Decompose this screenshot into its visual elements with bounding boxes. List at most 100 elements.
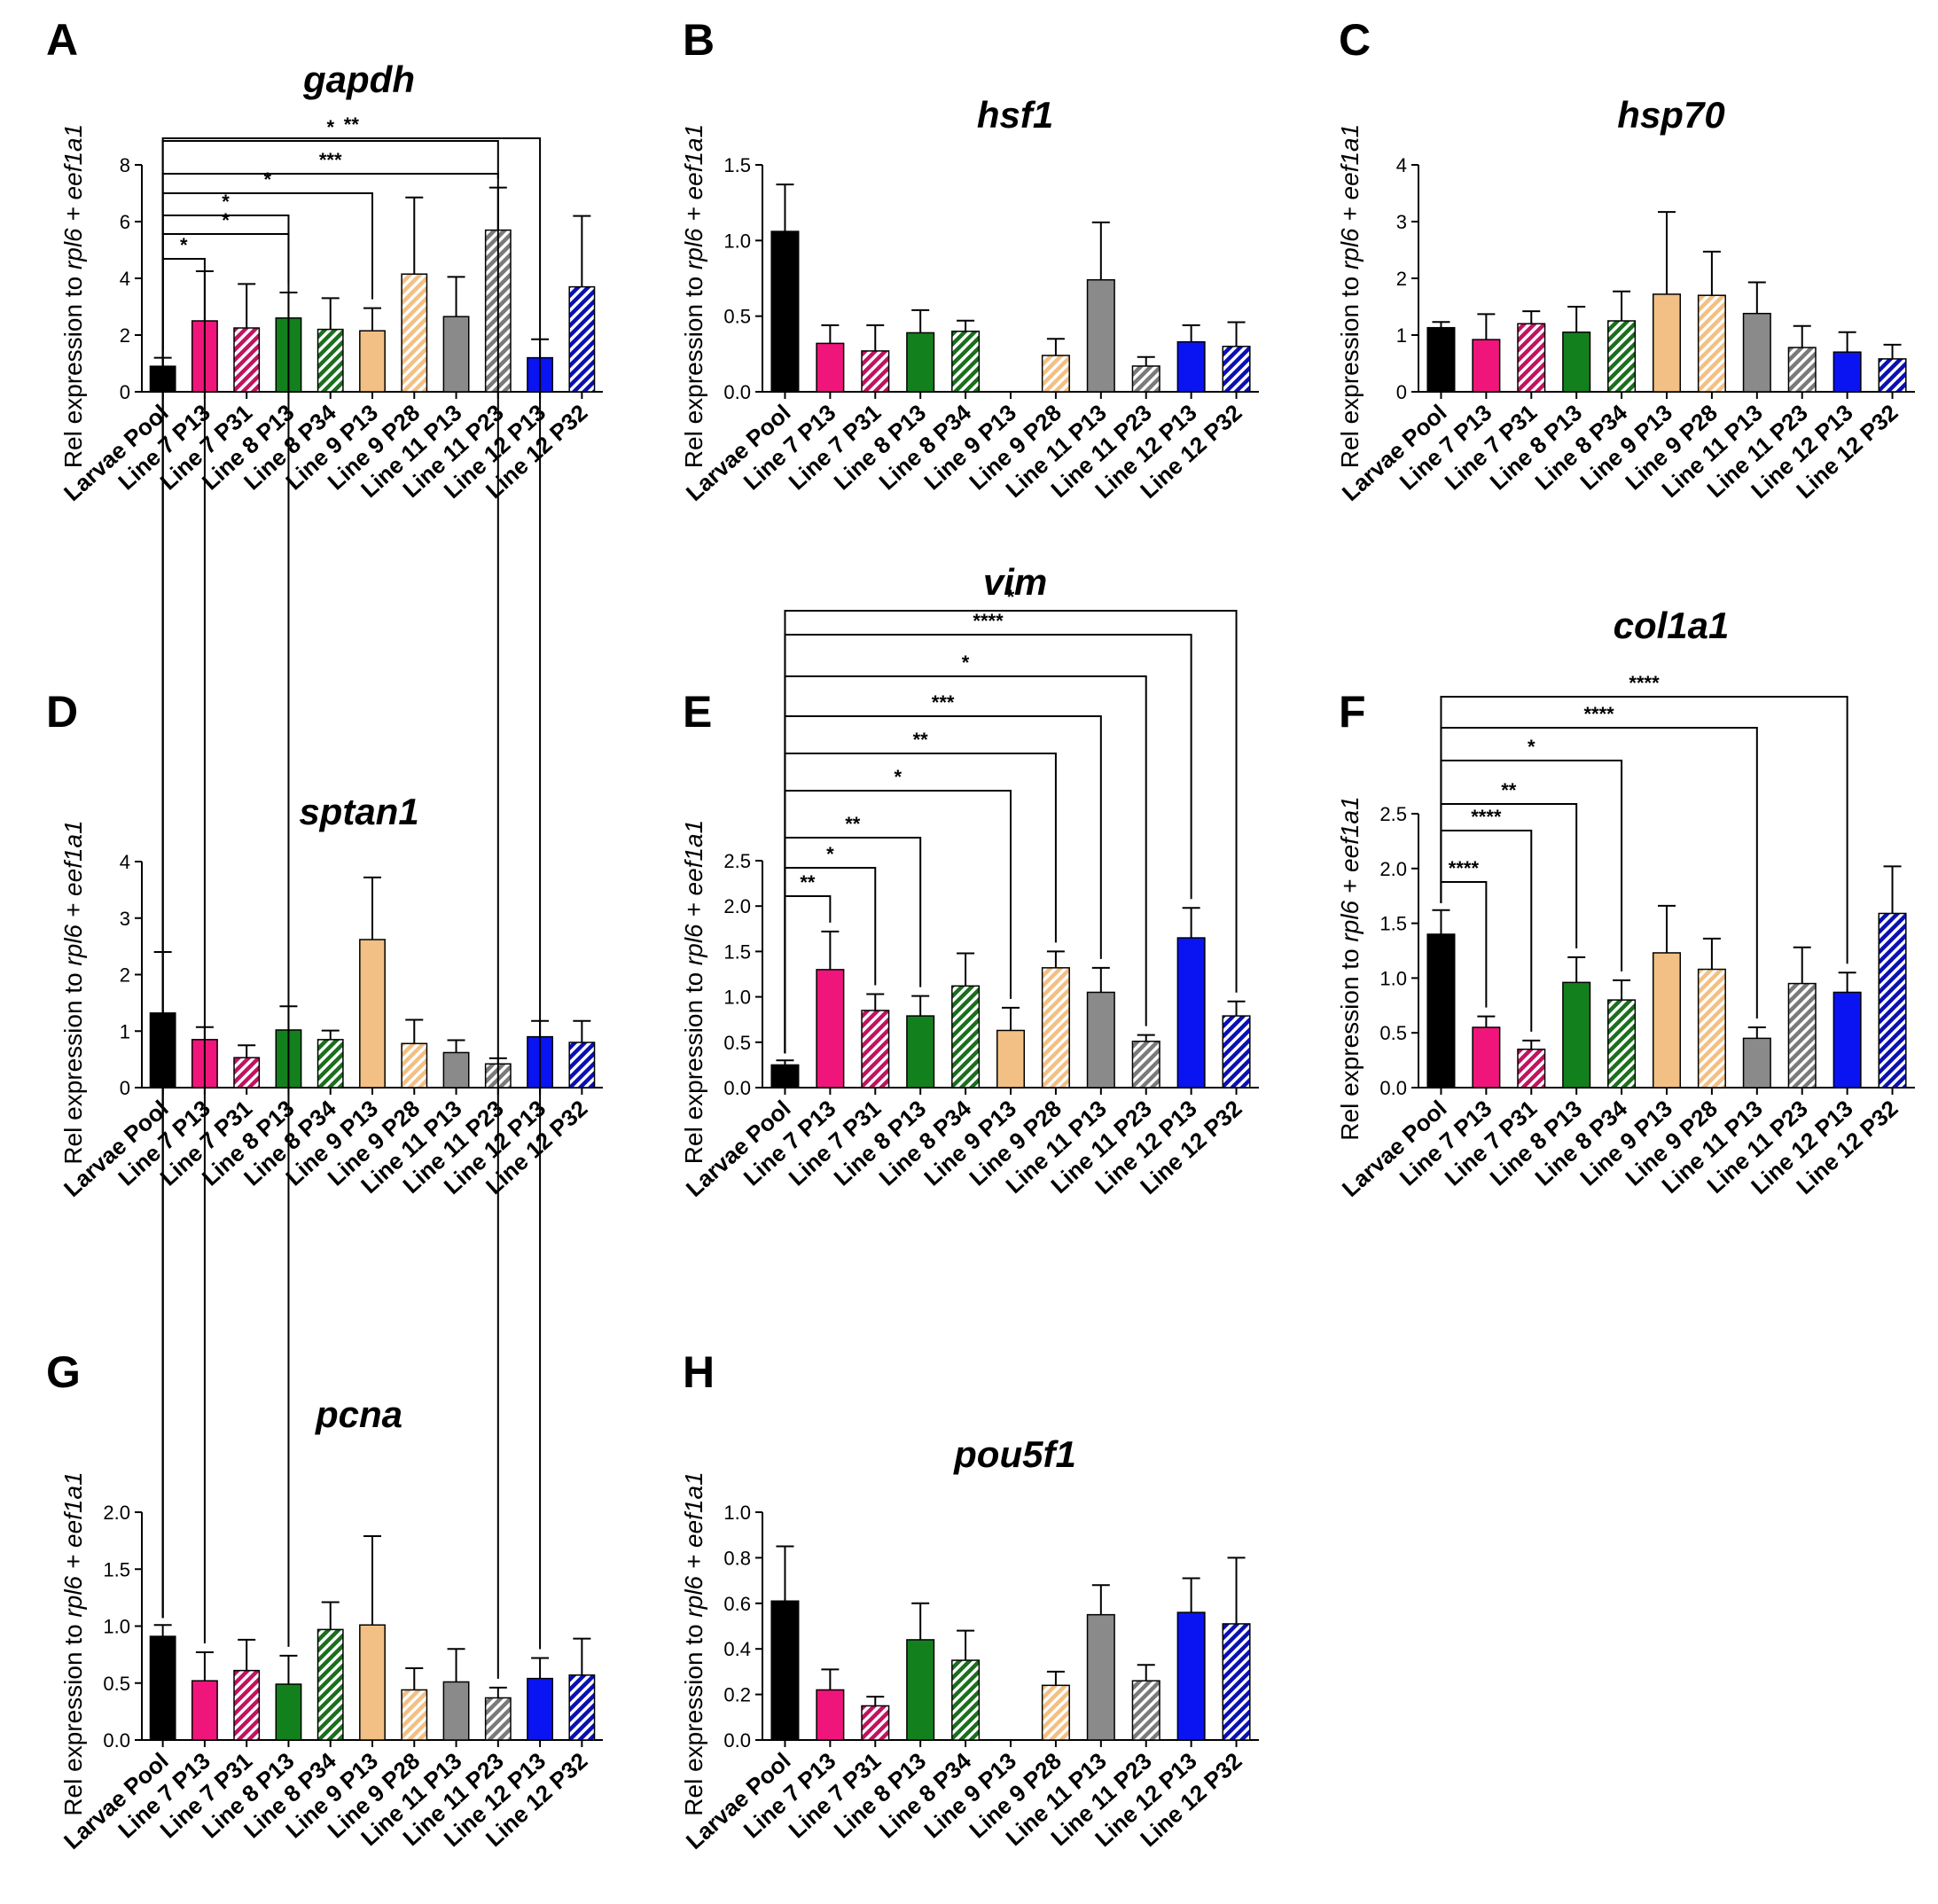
bar-6 [1652, 293, 1682, 393]
significance-label: * [222, 191, 230, 213]
panel-letter: E [683, 687, 712, 737]
y-axis-label: Rel expression to rpl6 + eef1a1 [59, 124, 87, 468]
bar-8 [1742, 1037, 1771, 1089]
bar-11 [1878, 912, 1907, 1089]
bar-1 [1426, 326, 1456, 393]
significance-bracket [784, 610, 1238, 1054]
significance-label: ** [344, 113, 360, 136]
bar-3 [1517, 323, 1546, 393]
y-axis-label-genes: rpl6 + eef1a1 [680, 124, 707, 269]
bar-2 [816, 1689, 845, 1741]
y-tick-label: 0.5 [723, 1032, 751, 1054]
bar-6 [359, 330, 386, 393]
y-tick-label: 0.8 [723, 1547, 751, 1569]
bar-8 [1086, 278, 1115, 393]
significance-label: *** [319, 149, 342, 171]
y-tick-label: 4 [1396, 154, 1407, 176]
y-axis-label-genes: rpl6 + eef1a1 [59, 1471, 87, 1617]
y-tick-label: 2.5 [1379, 803, 1407, 825]
significance-bracket [1440, 696, 1848, 964]
y-tick-label: 6 [120, 211, 130, 233]
bar-5 [1607, 320, 1637, 393]
y-axis-label: Rel expression to rpl6 + eef1a1 [680, 124, 707, 468]
bar-6 [996, 1029, 1026, 1089]
bar-5 [316, 1039, 344, 1089]
y-axis-label: Rel expression to rpl6 + eef1a1 [680, 820, 707, 1164]
bar-4 [906, 332, 935, 393]
chart-title: hsp70 [1617, 94, 1724, 136]
panel-letter: D [46, 687, 78, 737]
chart-title: col1a1 [1614, 605, 1730, 646]
bar-8 [442, 1681, 470, 1741]
significance-label: **** [1449, 857, 1480, 879]
bar-6 [359, 1624, 386, 1741]
y-axis-label-prefix: Rel expression to [59, 269, 87, 468]
y-tick-label: 2.0 [1379, 858, 1407, 880]
panel-letter: F [1339, 687, 1366, 737]
significance-label: * [1007, 586, 1015, 608]
y-axis-label-prefix: Rel expression to [59, 966, 87, 1165]
chart-title: pcna [315, 1393, 402, 1435]
bar-3 [233, 1057, 261, 1089]
bar-11 [568, 1042, 596, 1089]
bar-5 [951, 330, 981, 393]
bar-7 [1041, 967, 1070, 1089]
y-tick-label: 2.5 [723, 850, 751, 872]
significance-label: **** [1629, 672, 1660, 694]
bar-7 [1041, 1684, 1070, 1741]
significance-label: ** [800, 871, 816, 893]
y-tick-label: 1.0 [723, 1502, 751, 1524]
panel-letter: C [1339, 15, 1371, 65]
bar-8 [442, 316, 470, 393]
bar-5 [316, 328, 344, 393]
y-axis-label: Rel expression to rpl6 + eef1a1 [59, 820, 87, 1164]
bar-5 [1607, 999, 1637, 1089]
significance-label: *** [932, 691, 955, 714]
y-tick-label: 0.5 [723, 306, 751, 328]
chart-title: pou5f1 [953, 1433, 1076, 1475]
chart-title: gapdh [302, 59, 415, 100]
y-tick-label: 8 [120, 154, 130, 176]
y-tick-label: 1.0 [723, 987, 751, 1009]
panel-letter: H [683, 1347, 715, 1397]
bar-4 [906, 1015, 935, 1089]
y-tick-label: 0 [120, 381, 130, 403]
y-tick-label: 1 [120, 1020, 130, 1042]
significance-label: ** [913, 729, 929, 751]
bar-2 [816, 342, 845, 393]
bar-11 [568, 1674, 596, 1741]
bar-7 [401, 1689, 428, 1741]
y-axis-label: Rel expression to rpl6 + eef1a1 [1336, 796, 1364, 1140]
bar-3 [233, 1669, 261, 1741]
y-axis-label: Rel expression to rpl6 + eef1a1 [680, 1471, 707, 1815]
significance-label: ** [1501, 779, 1517, 801]
y-axis-label-genes: rpl6 + eef1a1 [680, 1471, 707, 1617]
bar-7 [401, 1042, 428, 1089]
bar-2 [1472, 1026, 1501, 1089]
y-axis-label-genes: rpl6 + eef1a1 [680, 820, 707, 965]
y-tick-label: 0 [1396, 381, 1407, 403]
significance-bracket [161, 137, 542, 1650]
bar-2 [1472, 339, 1501, 393]
y-axis-label: Rel expression to rpl6 + eef1a1 [59, 1471, 87, 1815]
panel-letter: A [46, 15, 78, 65]
bar-6 [1652, 952, 1682, 1089]
y-axis-label-prefix: Rel expression to [59, 1618, 87, 1816]
bar-10 [1176, 340, 1206, 393]
bar-3 [861, 1010, 890, 1089]
y-tick-label: 0.0 [723, 381, 751, 403]
significance-label: * [222, 209, 230, 231]
y-tick-label: 4 [120, 268, 130, 290]
significance-bracket [784, 837, 922, 1054]
bar-4 [1562, 332, 1591, 393]
y-tick-label: 0.6 [723, 1593, 751, 1615]
significance-label: * [326, 116, 334, 138]
significance-label: * [826, 843, 834, 865]
significance-label: **** [1471, 806, 1502, 828]
y-axis-label-prefix: Rel expression to [1336, 942, 1364, 1141]
significance-label: * [962, 652, 970, 674]
